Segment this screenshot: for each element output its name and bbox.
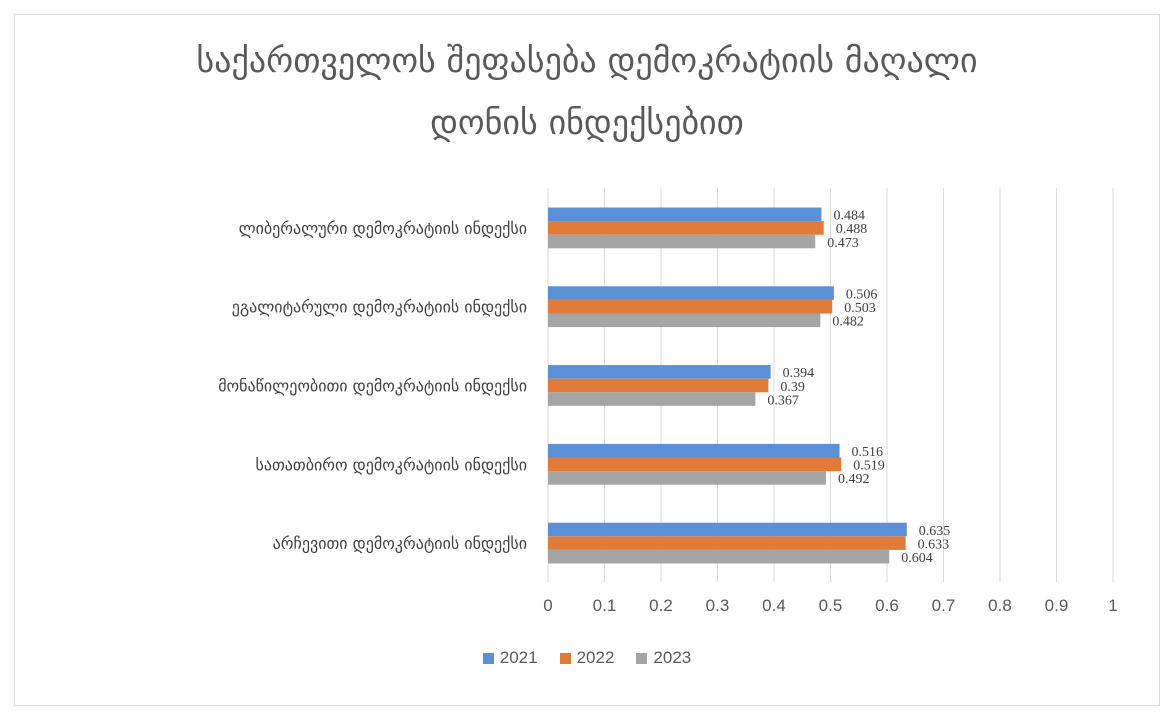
data-label: 0.367 (767, 393, 799, 408)
bar (548, 234, 816, 249)
bar (548, 392, 756, 406)
data-label: 0.604 (901, 551, 933, 566)
bar (548, 522, 907, 537)
bar (548, 207, 822, 222)
chart-legend: 2021 2022 2023 (0, 648, 1174, 668)
data-label: 0.519 (853, 459, 885, 474)
x-tick-label: 0.8 (988, 596, 1012, 615)
bar (548, 286, 834, 300)
category-label: მონაწილეობითი დემოკრატიის ინდექსი (218, 377, 527, 396)
bar (548, 365, 771, 379)
category-label: ლიბერალური დემოკრატიის ინდექსი (239, 219, 527, 238)
chart-title-line-1: საქართველოს შეფასება დემოკრატიის მაღალი (196, 41, 978, 81)
legend-label: 2021 (499, 648, 538, 667)
chart-title-line-2: დონის ინდექსებით (430, 103, 744, 143)
x-tick-label: 0.4 (762, 596, 786, 615)
x-tick-label: 0 (543, 596, 552, 615)
data-label: 0.492 (838, 472, 870, 487)
bar (548, 221, 824, 235)
bar (548, 443, 840, 458)
data-label: 0.516 (852, 445, 884, 460)
bar (548, 313, 821, 328)
data-label: 0.482 (832, 315, 864, 330)
data-label: 0.39 (780, 380, 805, 395)
bar (548, 299, 833, 314)
legend-label: 2023 (653, 648, 692, 667)
bar (548, 471, 826, 485)
x-tick-label: 0.3 (706, 596, 730, 615)
data-label: 0.488 (836, 222, 868, 237)
x-tick-label: 0.7 (932, 596, 956, 615)
legend-swatch (559, 652, 571, 664)
x-tick-label: 0.9 (1045, 596, 1069, 615)
bar (548, 549, 890, 564)
x-tick-label: 0.2 (649, 596, 673, 615)
data-label: 0.633 (918, 537, 950, 552)
x-tick-label: 0.6 (875, 596, 899, 615)
legend-swatch (636, 652, 648, 664)
data-label: 0.503 (844, 301, 876, 316)
bar (548, 457, 842, 472)
data-label: 0.484 (833, 209, 865, 224)
chart-title: საქართველოს შეფასება დემოკრატიის მაღალი … (0, 30, 1174, 154)
category-label: ეგალიტარული დემოკრატიის ინდექსი (232, 298, 527, 317)
category-label: სათათბირო დემოკრატიის ინდექსი (255, 455, 527, 474)
legend-swatch (482, 652, 494, 664)
chart-frame (14, 14, 1160, 706)
legend-label: 2022 (576, 648, 615, 667)
x-tick-label: 1 (1108, 596, 1117, 615)
category-label: არჩევითი დემოკრატიის ინდექსი (273, 534, 527, 553)
data-label: 0.635 (919, 524, 951, 539)
bar (548, 536, 906, 550)
legend-item: 2021 (482, 648, 538, 668)
data-label: 0.394 (783, 366, 815, 381)
bar (548, 378, 769, 393)
x-tick-label: 0.5 (819, 596, 843, 615)
x-tick-label: 0.1 (593, 596, 617, 615)
data-label: 0.506 (846, 287, 878, 302)
data-label: 0.473 (827, 236, 859, 251)
legend-item: 2023 (636, 648, 691, 668)
legend-item: 2022 (559, 648, 615, 668)
